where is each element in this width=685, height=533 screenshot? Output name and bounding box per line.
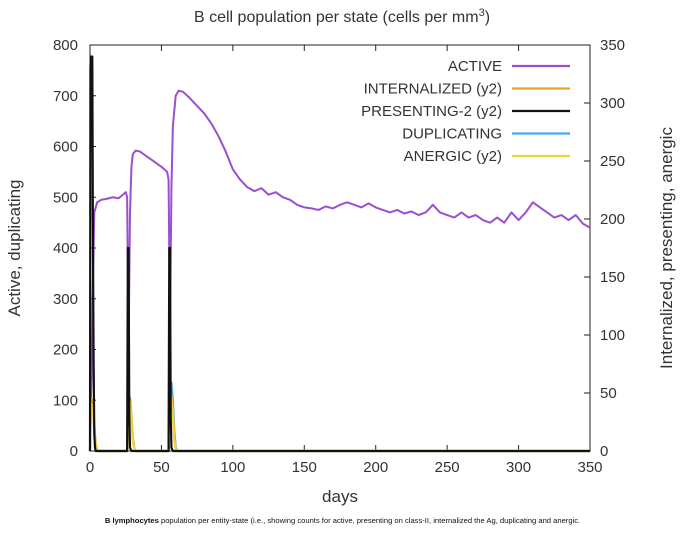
x-axis-label: days <box>322 487 358 506</box>
x-tick-label: 200 <box>363 459 388 476</box>
legend-label-anergic: ANERGIC (y2) <box>404 148 502 165</box>
series-layer <box>88 55 591 453</box>
x-axis: 0 50 100 150 200 250 300 350 <box>86 45 603 476</box>
y-left-tick-label: 600 <box>53 139 78 156</box>
legend-label-duplicating: DUPLICATING <box>402 126 502 143</box>
y-left-tick-label: 500 <box>53 189 78 206</box>
chart-title-close: ) <box>485 9 490 26</box>
x-tick-label: 50 <box>153 459 170 476</box>
chart-svg: B cell population per state (cells per m… <box>5 7 676 506</box>
x-tick-label: 150 <box>292 459 317 476</box>
legend-label-presenting-2: PRESENTING-2 (y2) <box>361 103 502 120</box>
x-tick-label: 100 <box>220 459 245 476</box>
y-right-tick-label: 350 <box>600 37 625 54</box>
series-line-duplicating <box>88 381 590 453</box>
caption-text: population per entity-state (i.e., showi… <box>158 516 581 525</box>
caption-bold: B lymphocytes <box>104 516 159 525</box>
x-tick-label: 300 <box>506 459 531 476</box>
y-left-tick-label: 700 <box>53 88 78 105</box>
series-line-anergic <box>88 397 590 453</box>
y-right-tick-label: 200 <box>600 211 625 228</box>
x-tick-label: 0 <box>86 459 94 476</box>
y-left-tick-label: 200 <box>53 342 78 359</box>
y-left-tick-label: 800 <box>53 37 78 54</box>
y-axis-left: 0 100 200 300 400 500 600 700 800 <box>53 37 96 460</box>
y-right-tick-label: 0 <box>600 443 608 460</box>
y-axis-right: 0 50 100 150 200 250 300 350 <box>584 37 625 460</box>
y-left-tick-label: 100 <box>53 392 78 409</box>
y-axis-right-label: Internalized, presenting, anergic <box>657 127 676 369</box>
chart-title: B cell population per state (cells per m… <box>194 7 490 26</box>
y-right-tick-label: 50 <box>600 385 617 402</box>
y-left-tick-label: 300 <box>53 291 78 308</box>
legend-label-active: ACTIVE <box>448 58 502 75</box>
x-tick-label: 350 <box>577 459 602 476</box>
plot-frame <box>89 44 591 452</box>
y-left-tick-label: 0 <box>70 443 78 460</box>
y-right-tick-label: 250 <box>600 153 625 170</box>
figure-caption: B lymphocytes population per entity-stat… <box>0 516 685 525</box>
y-left-tick-label: 400 <box>53 240 78 257</box>
series-line-presenting-2 <box>88 55 590 453</box>
x-tick-label: 250 <box>435 459 460 476</box>
y-right-tick-label: 300 <box>600 95 625 112</box>
legend: ACTIVE INTERNALIZED (y2) PRESENTING-2 (y2)… <box>361 58 570 165</box>
legend-label-internalized: INTERNALIZED (y2) <box>364 81 502 98</box>
chart-title-superscript: 3 <box>479 7 485 19</box>
y-right-tick-label: 100 <box>600 327 625 344</box>
series-line-active <box>89 89 591 436</box>
y-axis-left-label: Active, duplicating <box>5 179 24 316</box>
series-line-internalized <box>88 394 590 453</box>
y-right-tick-label: 150 <box>600 269 625 286</box>
